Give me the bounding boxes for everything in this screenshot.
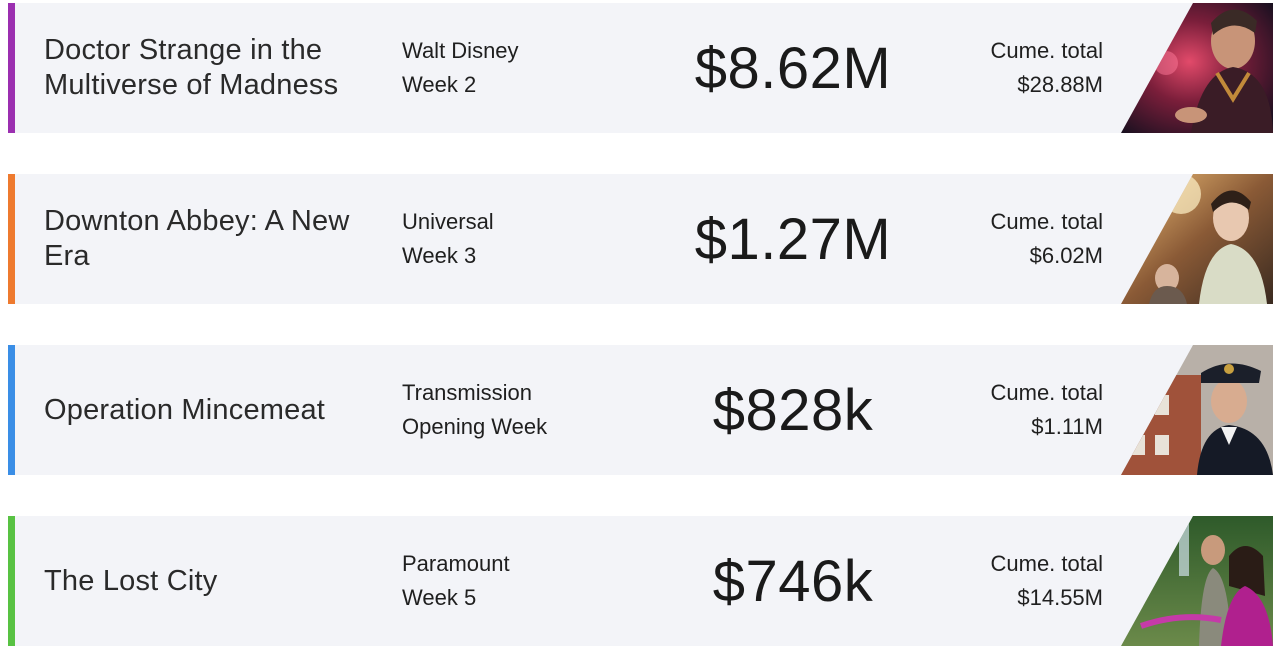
weekly-gross: $828k bbox=[712, 377, 874, 443]
cume-value: $6.02M bbox=[1029, 243, 1103, 268]
poster-image bbox=[1121, 3, 1273, 133]
doctor-strange-poster bbox=[1121, 3, 1273, 133]
release-week: Week 5 bbox=[402, 585, 477, 610]
poster-image bbox=[1121, 516, 1273, 646]
accent-bar bbox=[8, 516, 15, 646]
cume-block: Cume. total $14.55M bbox=[991, 516, 1104, 646]
downton-abbey-poster bbox=[1121, 174, 1273, 304]
movie-title: Downton Abbey: A New Era bbox=[44, 205, 350, 272]
distributor-name: Paramount bbox=[402, 551, 510, 576]
cume-value: $28.88M bbox=[1017, 72, 1103, 97]
movie-title: Doctor Strange in the Multiverse of Madn… bbox=[44, 34, 339, 101]
distributor-block: Universal Week 3 bbox=[402, 174, 494, 304]
movie-row[interactable]: Downton Abbey: A New Era Universal Week … bbox=[8, 174, 1273, 304]
cume-block: Cume. total $6.02M bbox=[991, 174, 1104, 304]
cume-label: Cume. total bbox=[990, 551, 1104, 576]
movie-title: Operation Mincemeat bbox=[44, 393, 326, 426]
weekly-gross: $746k bbox=[712, 548, 874, 614]
cume-label: Cume. total bbox=[990, 380, 1104, 405]
accent-bar bbox=[8, 3, 15, 133]
movie-row[interactable]: Operation Mincemeat Transmission Opening… bbox=[8, 345, 1273, 475]
release-week: Week 2 bbox=[402, 72, 477, 97]
cume-block: Cume. total $1.11M bbox=[991, 345, 1104, 475]
movie-title: The Lost City bbox=[44, 564, 218, 597]
operation-mincemeat-poster bbox=[1121, 345, 1273, 475]
distributor-block: Transmission Opening Week bbox=[402, 345, 547, 475]
distributor-name: Walt Disney bbox=[402, 38, 519, 63]
cume-value: $14.55M bbox=[1017, 585, 1103, 610]
distributor-block: Walt Disney Week 2 bbox=[402, 3, 519, 133]
lost-city-poster bbox=[1121, 516, 1273, 646]
distributor-block: Paramount Week 5 bbox=[402, 516, 510, 646]
cume-value: $1.11M bbox=[1031, 414, 1103, 439]
cume-label: Cume. total bbox=[990, 38, 1104, 63]
weekly-gross: $8.62M bbox=[694, 35, 892, 101]
movie-row[interactable]: Doctor Strange in the Multiverse of Madn… bbox=[8, 3, 1273, 133]
poster-image bbox=[1121, 174, 1273, 304]
accent-bar bbox=[8, 345, 15, 475]
poster-image bbox=[1121, 345, 1273, 475]
movie-row[interactable]: The Lost City Paramount Week 5 $746k Cum… bbox=[8, 516, 1273, 646]
weekly-gross: $1.27M bbox=[694, 206, 892, 272]
release-week: Week 3 bbox=[402, 243, 477, 268]
release-week: Opening Week bbox=[402, 414, 548, 439]
cume-label: Cume. total bbox=[990, 209, 1104, 234]
accent-bar bbox=[8, 174, 15, 304]
distributor-name: Transmission bbox=[402, 380, 532, 405]
cume-block: Cume. total $28.88M bbox=[991, 3, 1104, 133]
distributor-name: Universal bbox=[402, 209, 494, 234]
